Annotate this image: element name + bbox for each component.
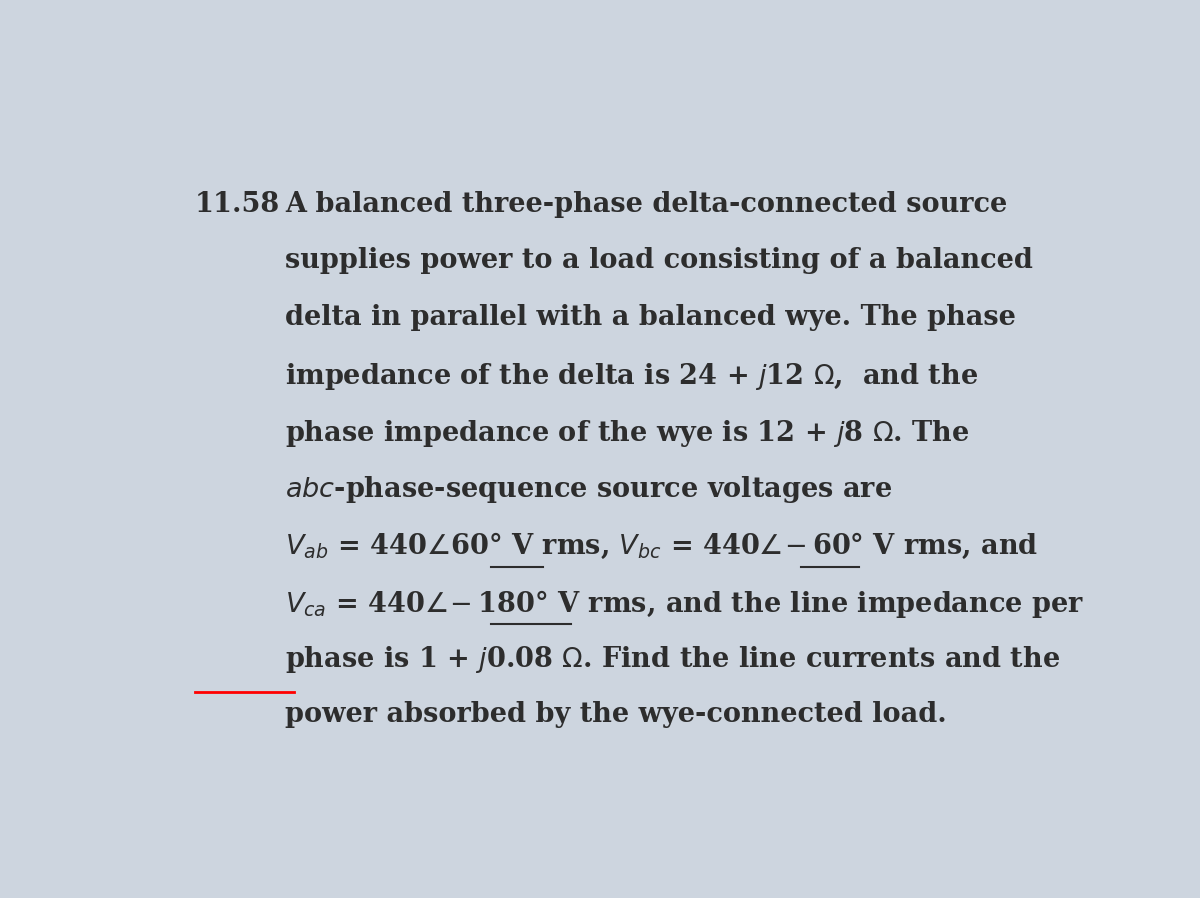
Text: delta in parallel with a balanced wye. The phase: delta in parallel with a balanced wye. T…: [284, 304, 1015, 331]
Text: A balanced three-phase delta-connected source: A balanced three-phase delta-connected s…: [284, 190, 1007, 217]
Text: $V_{ab}$ = 440$\angle$60° V rms, $V_{bc}$ = 440$\angle\!-$60° V rms, and: $V_{ab}$ = 440$\angle$60° V rms, $V_{bc}…: [284, 531, 1038, 561]
Text: $\mathit{abc}$-phase-sequence source voltages are: $\mathit{abc}$-phase-sequence source vol…: [284, 474, 892, 506]
Text: impedance of the delta is 24 + $j$12 $\Omega$,  and the: impedance of the delta is 24 + $j$12 $\O…: [284, 361, 978, 392]
Text: 11.58: 11.58: [194, 190, 280, 217]
Text: supplies power to a load consisting of a balanced: supplies power to a load consisting of a…: [284, 248, 1033, 275]
Text: phase impedance of the wye is 12 + $j$8 $\Omega$. The: phase impedance of the wye is 12 + $j$8 …: [284, 418, 970, 448]
Text: $V_{ca}$ = 440$\angle\!-$180° V rms, and the line impedance per: $V_{ca}$ = 440$\angle\!-$180° V rms, and…: [284, 587, 1084, 620]
Text: power absorbed by the wye-connected load.: power absorbed by the wye-connected load…: [284, 701, 947, 728]
Text: phase is 1 + $j$0.08 $\Omega$. Find the line currents and the: phase is 1 + $j$0.08 $\Omega$. Find the …: [284, 645, 1060, 675]
